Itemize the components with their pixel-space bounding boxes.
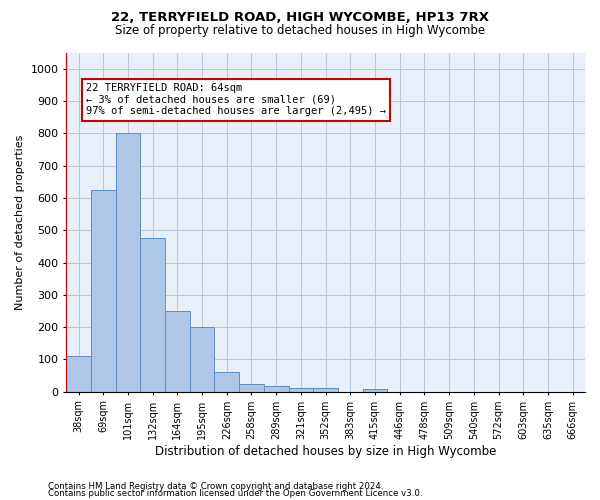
Bar — [313, 388, 338, 392]
Bar — [289, 388, 313, 392]
Bar — [66, 356, 91, 392]
Bar — [165, 311, 190, 392]
Bar — [362, 388, 388, 392]
Text: 22 TERRYFIELD ROAD: 64sqm
← 3% of detached houses are smaller (69)
97% of semi-d: 22 TERRYFIELD ROAD: 64sqm ← 3% of detach… — [86, 83, 386, 116]
Bar — [140, 238, 165, 392]
Bar — [214, 372, 239, 392]
Text: Contains HM Land Registry data © Crown copyright and database right 2024.: Contains HM Land Registry data © Crown c… — [48, 482, 383, 491]
Bar — [116, 134, 140, 392]
Bar — [91, 190, 116, 392]
X-axis label: Distribution of detached houses by size in High Wycombe: Distribution of detached houses by size … — [155, 444, 496, 458]
Text: Size of property relative to detached houses in High Wycombe: Size of property relative to detached ho… — [115, 24, 485, 37]
Y-axis label: Number of detached properties: Number of detached properties — [15, 134, 25, 310]
Text: Contains public sector information licensed under the Open Government Licence v3: Contains public sector information licen… — [48, 488, 422, 498]
Bar — [190, 327, 214, 392]
Bar — [264, 386, 289, 392]
Text: 22, TERRYFIELD ROAD, HIGH WYCOMBE, HP13 7RX: 22, TERRYFIELD ROAD, HIGH WYCOMBE, HP13 … — [111, 11, 489, 24]
Bar — [239, 384, 264, 392]
